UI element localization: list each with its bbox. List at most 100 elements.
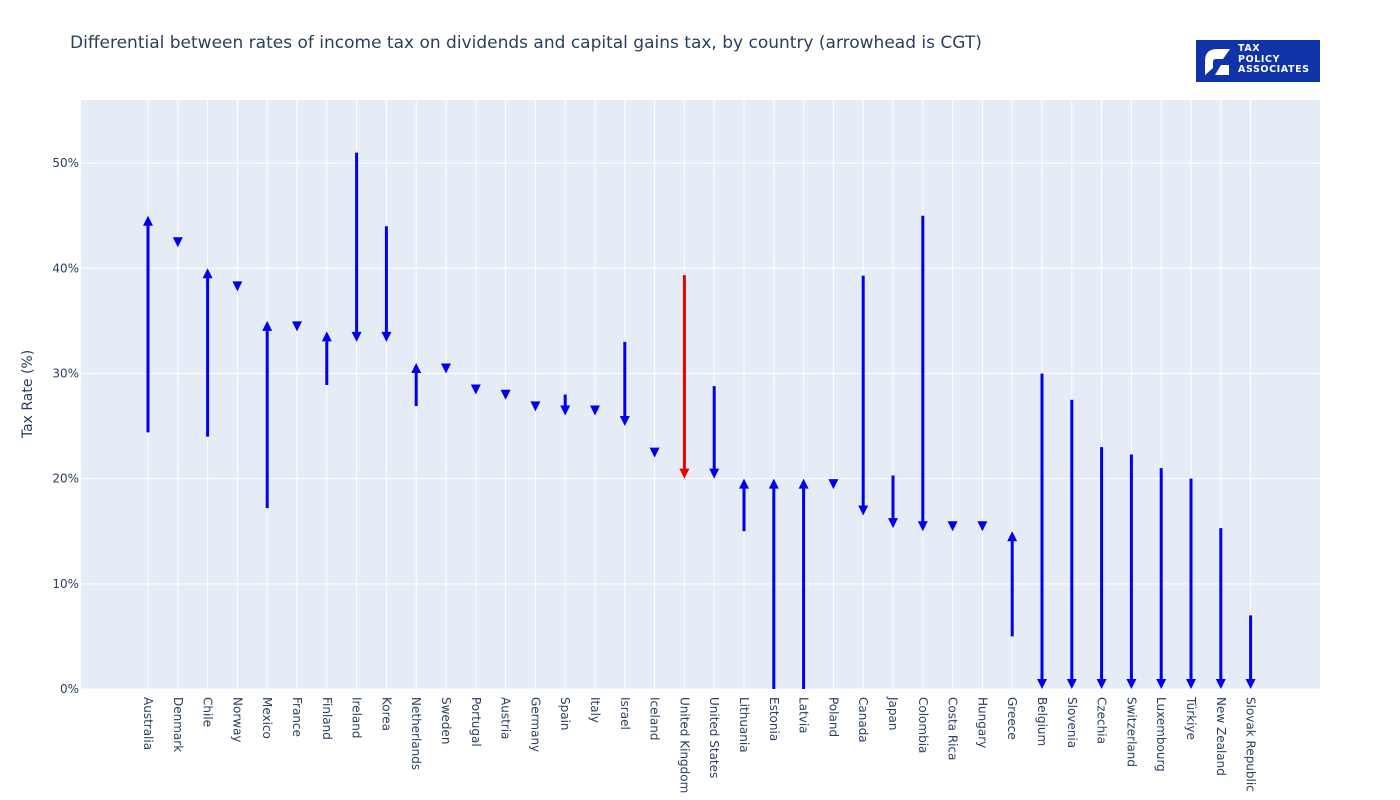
tax-policy-associates-logo-icon [1205,49,1230,75]
arrow-head [560,405,571,416]
arrow-head [977,521,988,532]
x-tick-label: Slovak Republic [1244,697,1258,792]
arrow-head [739,478,749,489]
y-tick-label: 50% [52,156,79,170]
x-tick-label: Poland [826,697,840,737]
arrow-head [262,320,273,331]
arrow-mark [470,384,481,395]
x-tick-label: Germany [528,697,542,752]
x-tick-label: Greece [1005,697,1019,740]
arrow-head [381,331,392,342]
arrow-mark [321,331,332,386]
arrow-mark [530,401,541,412]
logo-text-line: ASSOCIATES [1238,64,1310,75]
arrow-head [1245,679,1256,689]
arrow-head [768,478,779,489]
y-tick-label: 0% [60,682,79,696]
arrow-mark [411,362,422,407]
logo-text-line: TAX [1238,43,1261,54]
arrow-mark [381,226,392,342]
y-axis-title: Tax Rate (%) [20,350,36,439]
x-tick-label: Spain [558,697,572,731]
x-tick-label: Luxembourg [1154,697,1168,772]
arrow-head [858,505,869,516]
arrow-mark [1096,447,1107,689]
y-tick-label: 40% [52,261,79,275]
arrow-head [411,362,422,373]
arrow-head [172,237,183,248]
arrow-mark [441,363,451,374]
arrow-head [1156,679,1167,689]
arrow-head [321,331,332,342]
arrow-head [1215,679,1226,689]
arrow-mark [292,321,302,332]
arrow-mark [1215,528,1226,689]
arrow-mark [828,479,839,490]
x-tick-label: Japan [886,696,900,730]
arrow-head [679,468,690,479]
arrow-mark [232,281,243,292]
x-tick-label: Chile [201,697,215,727]
arrow-head [202,268,213,279]
arrow-head [441,363,451,374]
arrow-head [232,281,243,292]
y-gridlines [81,162,1320,690]
x-tick-label: Italy [588,697,602,723]
x-tick-label: France [290,697,304,737]
arrow-mark [619,341,630,427]
arrow-head [351,331,362,342]
arrow-head [917,521,928,532]
x-tick-label: Canada [856,697,870,743]
arrow-head [619,416,630,427]
x-tick-label: Czechia [1095,697,1109,744]
arrow-mark [1066,399,1077,689]
x-tick-label: Ireland [350,697,364,739]
x-tick-label: Denmark [171,697,185,752]
plot-background [81,100,1320,689]
x-tick-label: Slovenia [1065,697,1079,748]
x-tick-label: Korea [379,697,393,731]
y-tick-label: 30% [52,366,79,380]
arrow-mark [649,447,660,458]
x-tick-label: Türkiye [1184,696,1198,740]
arrow-mark [888,475,898,529]
x-tick-label: Belgium [1035,697,1049,746]
arrow-mark [947,521,958,532]
chart-title: Differential between rates of income tax… [70,33,982,53]
x-tick-label: Mexico [260,697,274,739]
x-tick-label: Estonia [767,697,781,741]
arrow-head [292,321,302,332]
x-tick-label: United States [707,697,721,778]
arrow-mark [560,394,571,416]
logo[interactable]: TAX POLICY ASSOCIATES [1196,40,1320,82]
x-tick-label: Norway [230,697,244,743]
arrow-mark [500,389,511,400]
arrow-mark [1126,454,1137,689]
arrow-head [470,384,481,395]
arrow-head [888,518,898,529]
x-tick-label: United Kingdom [677,697,691,793]
x-tick-label: Australia [141,697,155,750]
x-axis-ticks: Australia Denmark Chile Norway Mexico France F… [141,696,1258,793]
arrow-head [143,215,153,226]
x-tick-label: Netherlands [409,697,423,770]
arrow-head [649,447,660,458]
arrow-head [1037,679,1047,689]
arrow-mark [202,268,213,437]
y-tick-label: 20% [52,472,79,486]
arrow-mark [977,521,988,532]
x-tick-label: Switzerland [1124,697,1138,767]
arrow-mark [739,478,749,532]
arrow-mark [917,215,928,532]
arrow-head [1126,679,1137,689]
arrow-mark [798,478,809,689]
arrow-head [1066,679,1077,689]
arrow-mark [1037,373,1047,689]
arrow-head [1007,531,1018,542]
x-tick-label: Latvia [797,697,811,734]
arrow-mark [1156,468,1167,689]
arrow-head [1186,679,1196,689]
x-tick-label: Iceland [648,697,662,740]
arrow-mark [709,386,720,479]
